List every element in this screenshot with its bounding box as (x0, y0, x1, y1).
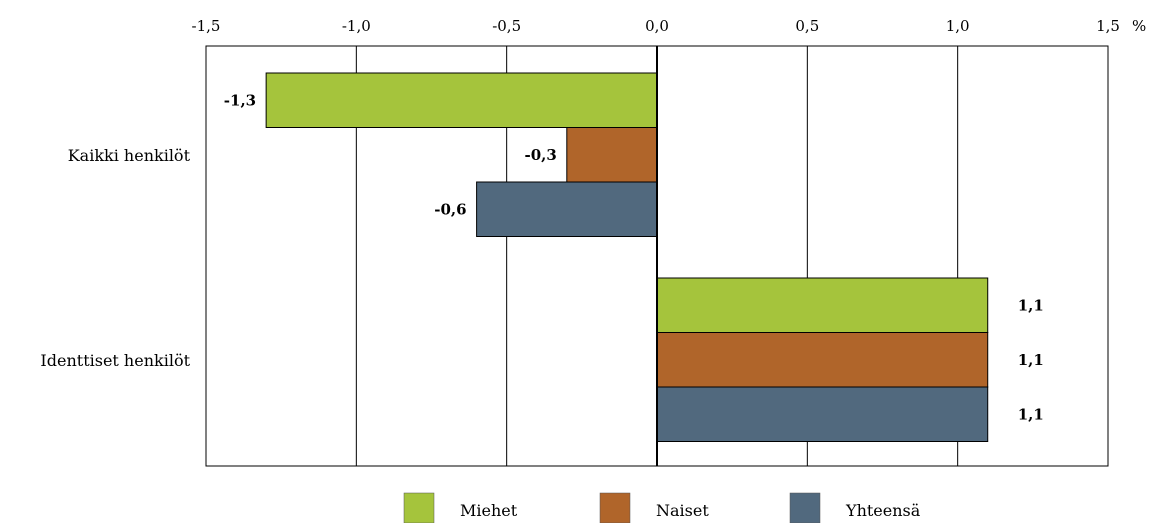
legend-swatch (789, 492, 821, 523)
data-label: 1,1 (1018, 405, 1044, 423)
category-label: Kaikki henkilöt (68, 146, 191, 165)
bar-miehet (656, 277, 989, 333)
bar-naiset (566, 127, 658, 183)
x-tick-label: -0,5 (492, 17, 521, 35)
legend-swatch (599, 492, 631, 523)
legend-label: Yhteensä (845, 501, 921, 520)
legend: Miehet Naiset Yhteensä (403, 492, 921, 523)
x-axis-ticks: -1,5 -1,0 -0,5 0,0 0,5 1,0 1,5 (192, 17, 1120, 35)
x-tick-label: 0,0 (645, 17, 669, 35)
legend-swatch (403, 492, 435, 523)
x-tick-label: 1,5 (1096, 17, 1120, 35)
data-label: -0,6 (434, 200, 466, 218)
data-labels: -1,3 -0,3 -0,6 1,1 1,1 1,1 (224, 91, 1044, 423)
data-label: 1,1 (1018, 351, 1044, 369)
data-label: -0,3 (524, 146, 556, 164)
bar-yhteensä (656, 386, 989, 442)
category-labels: Kaikki henkilöt Identtiset henkilöt (40, 146, 190, 370)
data-label: -1,3 (224, 91, 256, 109)
data-label: 1,1 (1018, 296, 1044, 314)
bar-yhteensä (476, 181, 658, 237)
bars (265, 72, 989, 442)
x-tick-label: 0,5 (795, 17, 819, 35)
legend-label: Naiset (656, 501, 709, 520)
x-tick-label: -1,0 (342, 17, 371, 35)
category-label: Identtiset henkilöt (40, 351, 190, 370)
unit-label: % (1132, 17, 1146, 35)
x-tick-label: -1,5 (192, 17, 221, 35)
bar-miehet (265, 72, 658, 128)
legend-label: Miehet (460, 501, 518, 520)
bar-naiset (656, 332, 989, 388)
x-tick-label: 1,0 (946, 17, 970, 35)
